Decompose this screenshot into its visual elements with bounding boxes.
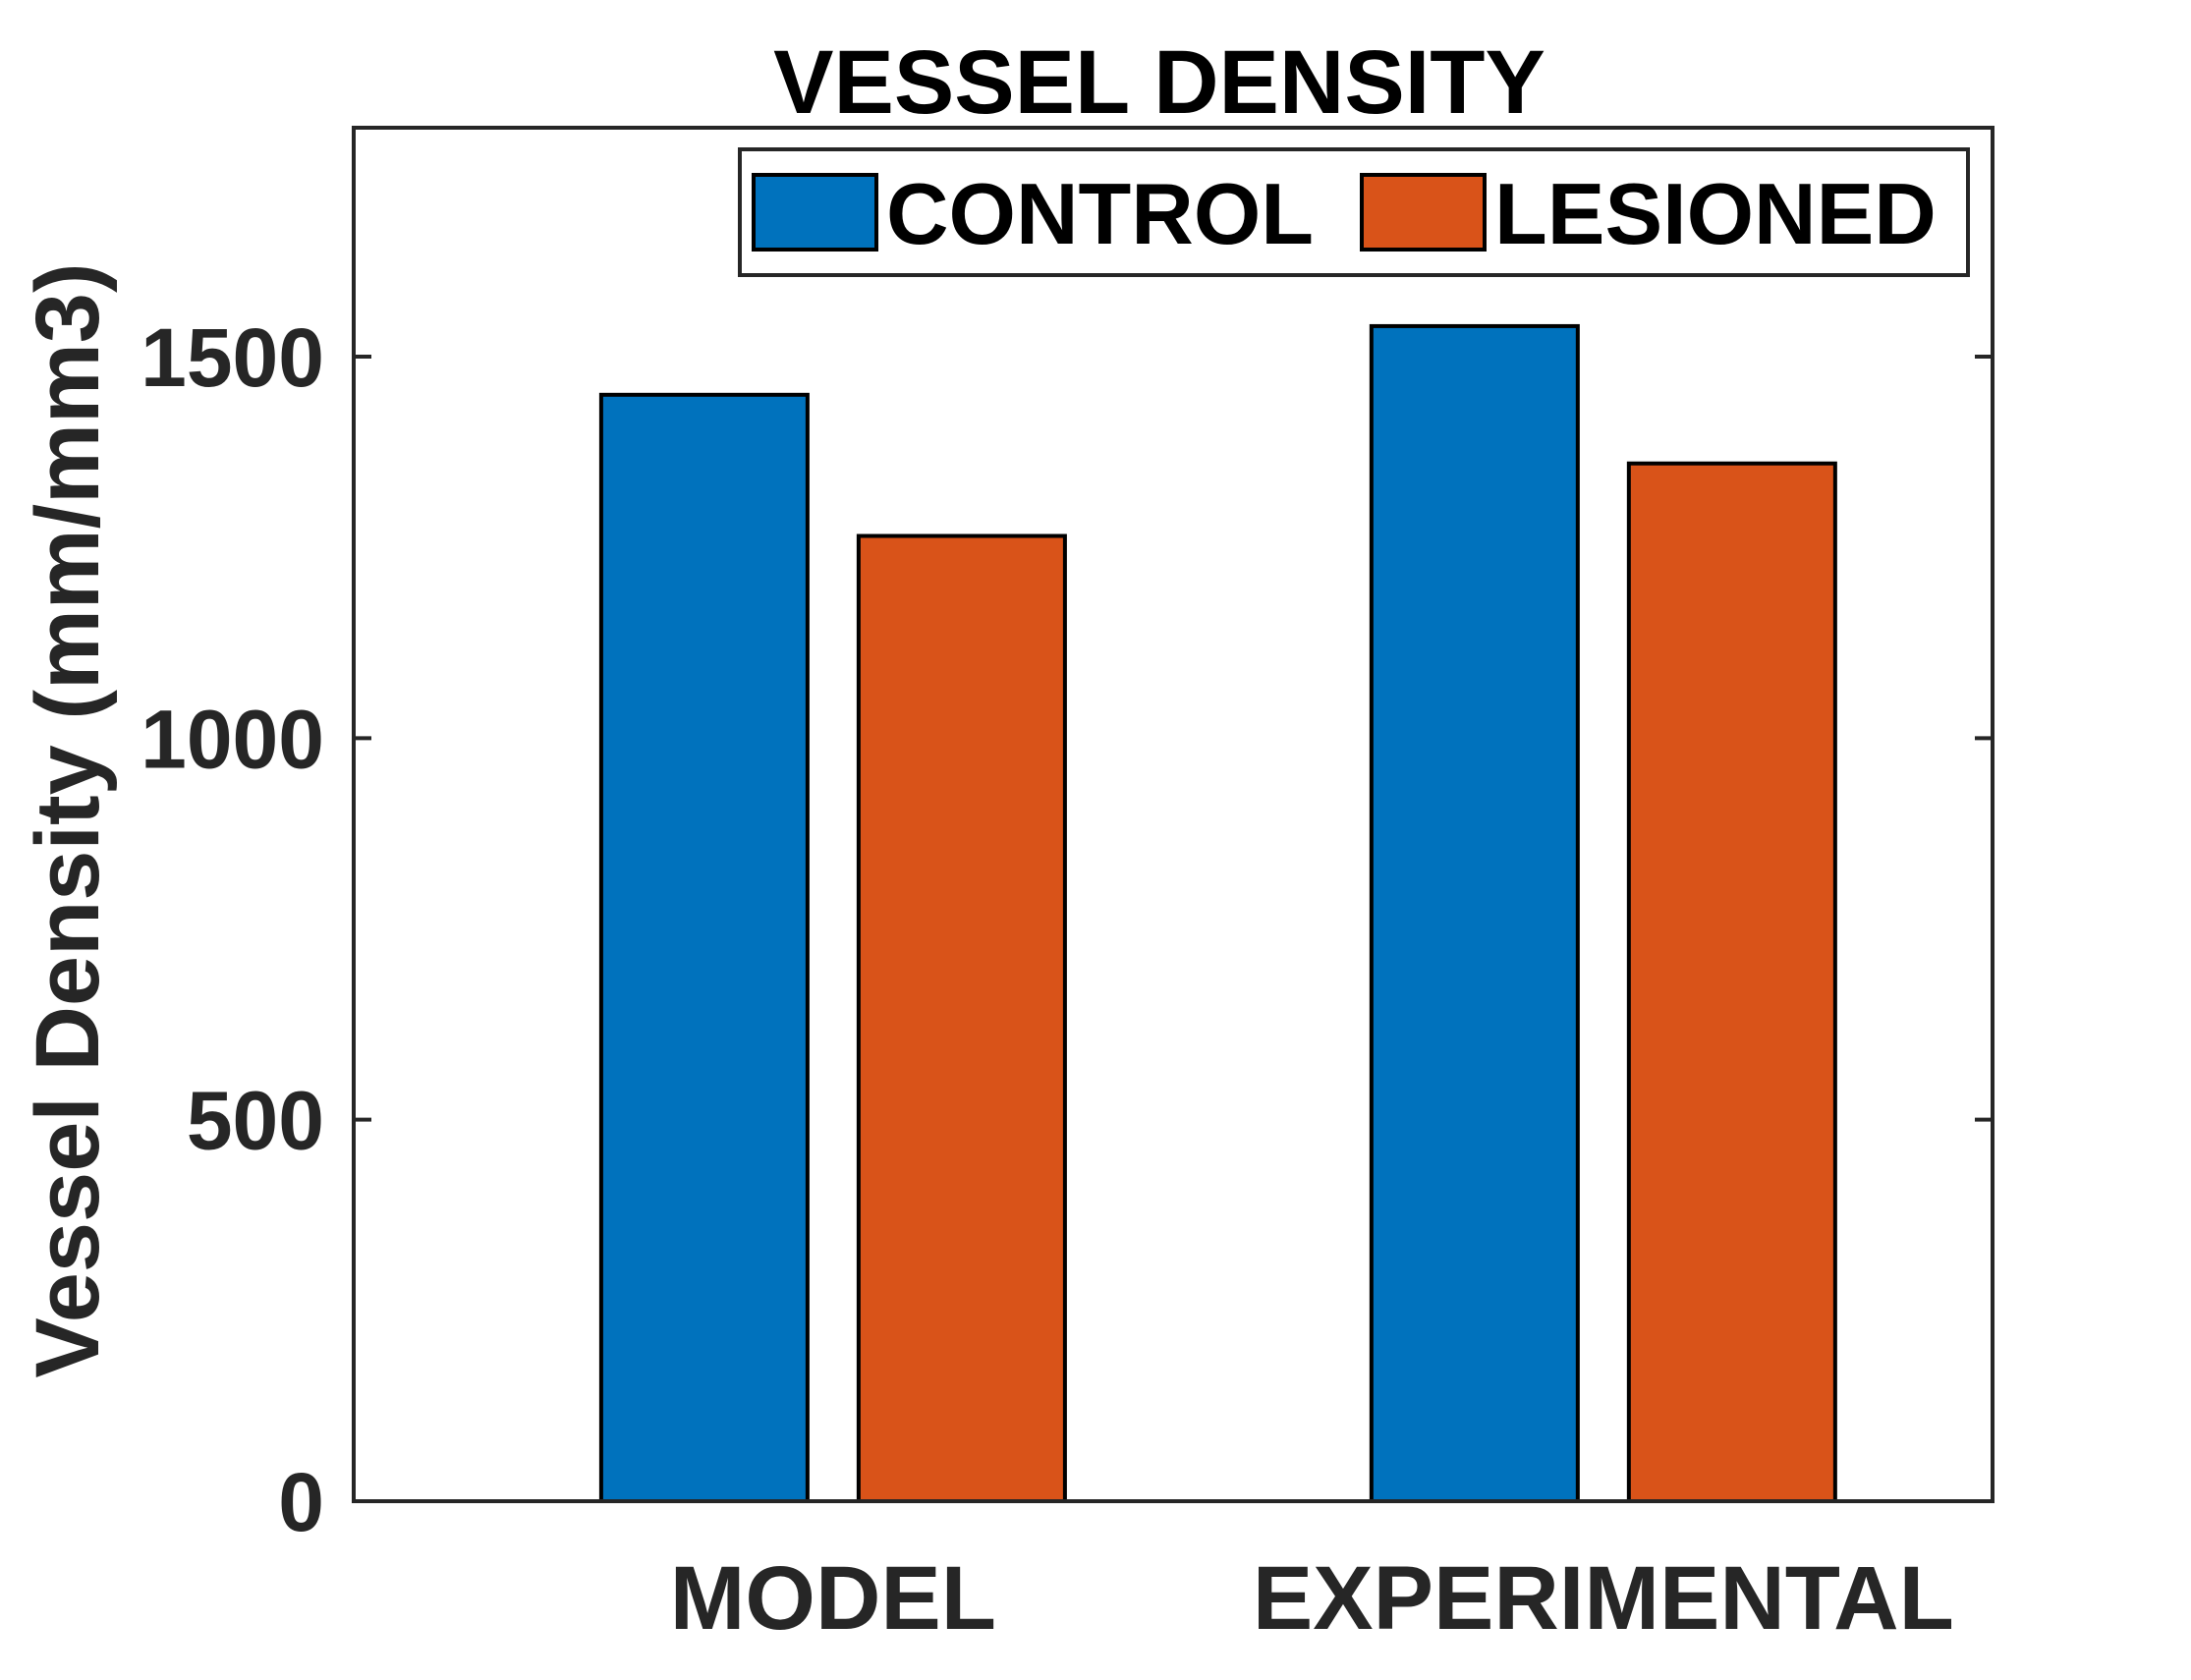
plot-area: [598, 323, 1837, 1504]
legend: CONTROL LESIONED: [738, 147, 1970, 277]
y-tick-label: 1500: [140, 311, 324, 404]
y-tick-label: 0: [278, 1456, 324, 1548]
y-axis-label: Vessel Density (mm/mm3): [18, 262, 118, 1377]
bar-control-model: [598, 392, 810, 1503]
y-tick-label: 1000: [140, 693, 324, 785]
bar-control-experimental: [1369, 323, 1580, 1503]
legend-swatch-lesioned: [1360, 173, 1487, 252]
legend-swatch-control: [752, 173, 878, 252]
bar-lesioned-model: [856, 533, 1067, 1503]
chart-title: VESSEL DENSITY: [773, 32, 1545, 133]
bar-lesioned-experimental: [1626, 461, 1837, 1504]
axes: MODEL EXPERIMENTAL 0 500 1000 1500: [140, 126, 1994, 1649]
legend-box: [738, 147, 1970, 277]
legend-label-lesioned: LESIONED: [1494, 165, 1937, 262]
x-tick-label: MODEL: [670, 1548, 996, 1649]
x-tick-label: EXPERIMENTAL: [1253, 1548, 1954, 1649]
axes-box: [352, 126, 1994, 1503]
legend-label-control: CONTROL: [886, 165, 1314, 262]
y-tick-label: 500: [187, 1075, 324, 1167]
